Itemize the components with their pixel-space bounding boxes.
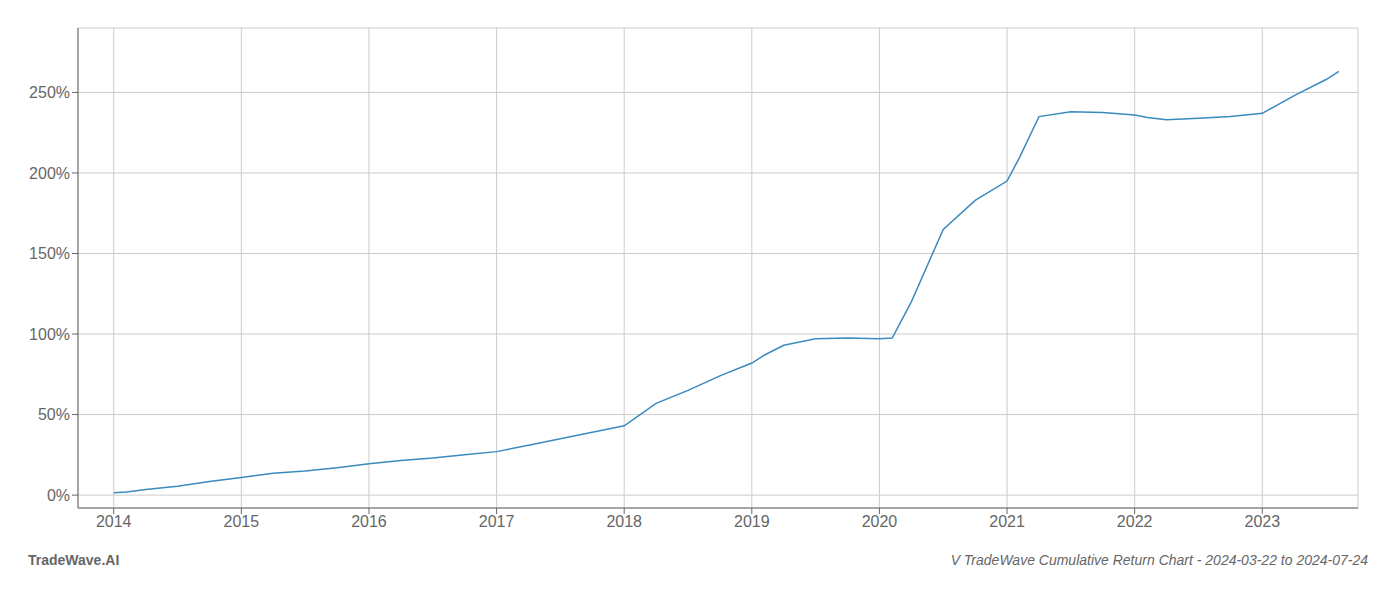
svg-text:2018: 2018 <box>606 513 642 530</box>
svg-text:100%: 100% <box>29 326 70 343</box>
svg-text:2017: 2017 <box>479 513 515 530</box>
svg-text:2023: 2023 <box>1244 513 1280 530</box>
svg-text:2014: 2014 <box>96 513 132 530</box>
svg-text:2022: 2022 <box>1117 513 1153 530</box>
svg-text:0%: 0% <box>47 487 70 504</box>
svg-text:200%: 200% <box>29 165 70 182</box>
html-text:V TradeWave Cumulative Return: V TradeWave Cumulative Return Chart - 20… <box>950 552 1368 568</box>
svg-text:2015: 2015 <box>224 513 260 530</box>
svg-text:2019: 2019 <box>734 513 770 530</box>
svg-text:2020: 2020 <box>862 513 898 530</box>
svg-text:50%: 50% <box>38 406 70 423</box>
html-text:TradeWave.AI: TradeWave.AI <box>28 552 120 568</box>
svg-text:250%: 250% <box>29 84 70 101</box>
svg-text:2016: 2016 <box>351 513 387 530</box>
svg-text:2021: 2021 <box>989 513 1025 530</box>
svg-text:150%: 150% <box>29 245 70 262</box>
